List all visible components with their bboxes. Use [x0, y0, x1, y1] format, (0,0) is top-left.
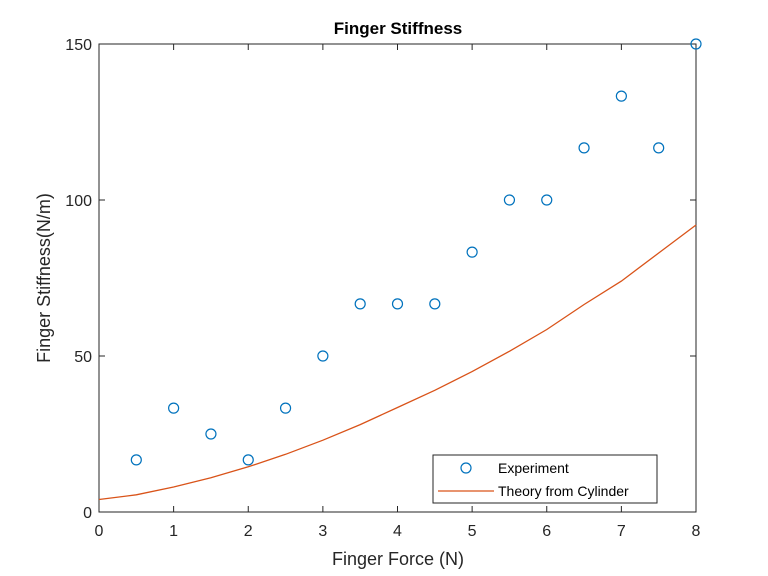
y-tick-label: 150	[65, 37, 92, 54]
series-experiment	[130, 38, 702, 466]
data-point-experiment	[391, 298, 404, 310]
data-point-experiment	[541, 194, 553, 206]
data-point-experiment	[429, 298, 441, 310]
y-tick-label: 50	[74, 349, 92, 366]
data-point-experiment	[503, 194, 516, 206]
x-tick-label: 0	[95, 523, 104, 540]
x-tick-label: 4	[393, 523, 402, 540]
data-point-experiment	[653, 142, 665, 154]
x-tick-label: 6	[542, 523, 551, 540]
y-axis: 0 50 100 150	[65, 37, 696, 522]
legend-box	[432, 454, 658, 504]
legend: Experiment Theory from Cylinder	[432, 454, 658, 504]
data-point-experiment	[578, 142, 590, 154]
x-tick-label: 8	[692, 523, 701, 540]
x-tick-label: 1	[169, 523, 178, 540]
x-axis: 0 1 2 3 4 5 6 7 8	[95, 44, 701, 540]
data-point-experiment	[279, 402, 292, 414]
data-point-experiment	[615, 90, 627, 102]
data-point-experiment	[466, 246, 478, 258]
data-point-experiment	[354, 298, 366, 310]
x-tick-label: 7	[617, 523, 626, 540]
y-tick-label: 100	[65, 193, 92, 210]
y-tick-label: 0	[83, 505, 92, 522]
data-point-experiment	[130, 454, 142, 466]
x-tick-label: 5	[468, 523, 477, 540]
series-line-theory	[98, 224, 697, 501]
x-axis-label: Finger Force (N)	[332, 549, 464, 569]
plot-area: 0 1 2 3 4 5 6 7 8 0 50 100 150	[65, 37, 702, 540]
data-point-experiment	[317, 350, 329, 362]
x-tick-label: 3	[318, 523, 327, 540]
data-point-experiment	[690, 38, 702, 50]
data-point-experiment	[242, 454, 254, 466]
data-point-experiment	[168, 402, 180, 414]
legend-label-experiment: Experiment	[498, 460, 569, 476]
data-point-experiment	[205, 428, 217, 440]
x-tick-label: 2	[244, 523, 253, 540]
legend-marker-experiment	[460, 462, 472, 474]
axes-box	[98, 43, 697, 513]
chart-title: Finger Stiffness	[334, 19, 462, 38]
legend-label-theory: Theory from Cylinder	[498, 483, 629, 499]
y-axis-label: Finger Stiffness(N/m)	[34, 193, 54, 363]
